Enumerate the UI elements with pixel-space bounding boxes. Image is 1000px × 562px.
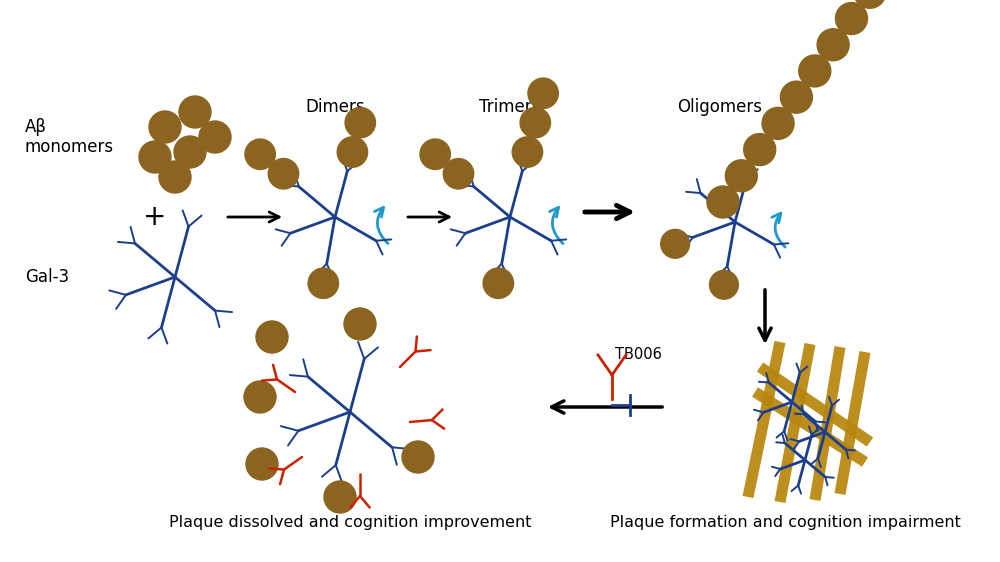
Circle shape [420, 139, 450, 169]
Circle shape [483, 268, 514, 298]
Circle shape [256, 321, 288, 353]
Circle shape [199, 121, 231, 153]
Text: +: + [143, 203, 167, 231]
Circle shape [345, 107, 375, 138]
Text: Oligomers: Oligomers [677, 98, 762, 116]
Circle shape [520, 107, 550, 138]
Circle shape [174, 136, 206, 168]
Circle shape [744, 134, 776, 166]
Circle shape [149, 111, 181, 143]
Circle shape [512, 137, 543, 167]
Circle shape [661, 229, 690, 258]
Text: Trimers: Trimers [479, 98, 541, 116]
Circle shape [244, 381, 276, 413]
Circle shape [245, 139, 275, 169]
Text: Plaque dissolved and cognition improvement: Plaque dissolved and cognition improveme… [169, 514, 531, 529]
Text: Aβ
monomers: Aβ monomers [25, 117, 114, 156]
Circle shape [443, 158, 474, 189]
Circle shape [780, 81, 812, 113]
Circle shape [268, 158, 299, 189]
Circle shape [707, 186, 739, 218]
Circle shape [835, 2, 867, 34]
Circle shape [528, 78, 558, 108]
Circle shape [159, 161, 191, 193]
Circle shape [344, 308, 376, 340]
Circle shape [710, 270, 738, 299]
Circle shape [762, 107, 794, 139]
Circle shape [817, 29, 849, 61]
Circle shape [799, 55, 831, 87]
Circle shape [854, 0, 886, 8]
Circle shape [324, 481, 356, 513]
Circle shape [402, 441, 434, 473]
Circle shape [139, 141, 171, 173]
Circle shape [337, 137, 368, 167]
Text: TB006: TB006 [615, 347, 662, 362]
Circle shape [246, 448, 278, 480]
Text: Gal-3: Gal-3 [25, 268, 69, 286]
Text: Plaque formation and cognition impairment: Plaque formation and cognition impairmen… [610, 514, 960, 529]
Circle shape [179, 96, 211, 128]
Circle shape [725, 160, 757, 192]
Text: Dimers: Dimers [305, 98, 365, 116]
Circle shape [308, 268, 339, 298]
